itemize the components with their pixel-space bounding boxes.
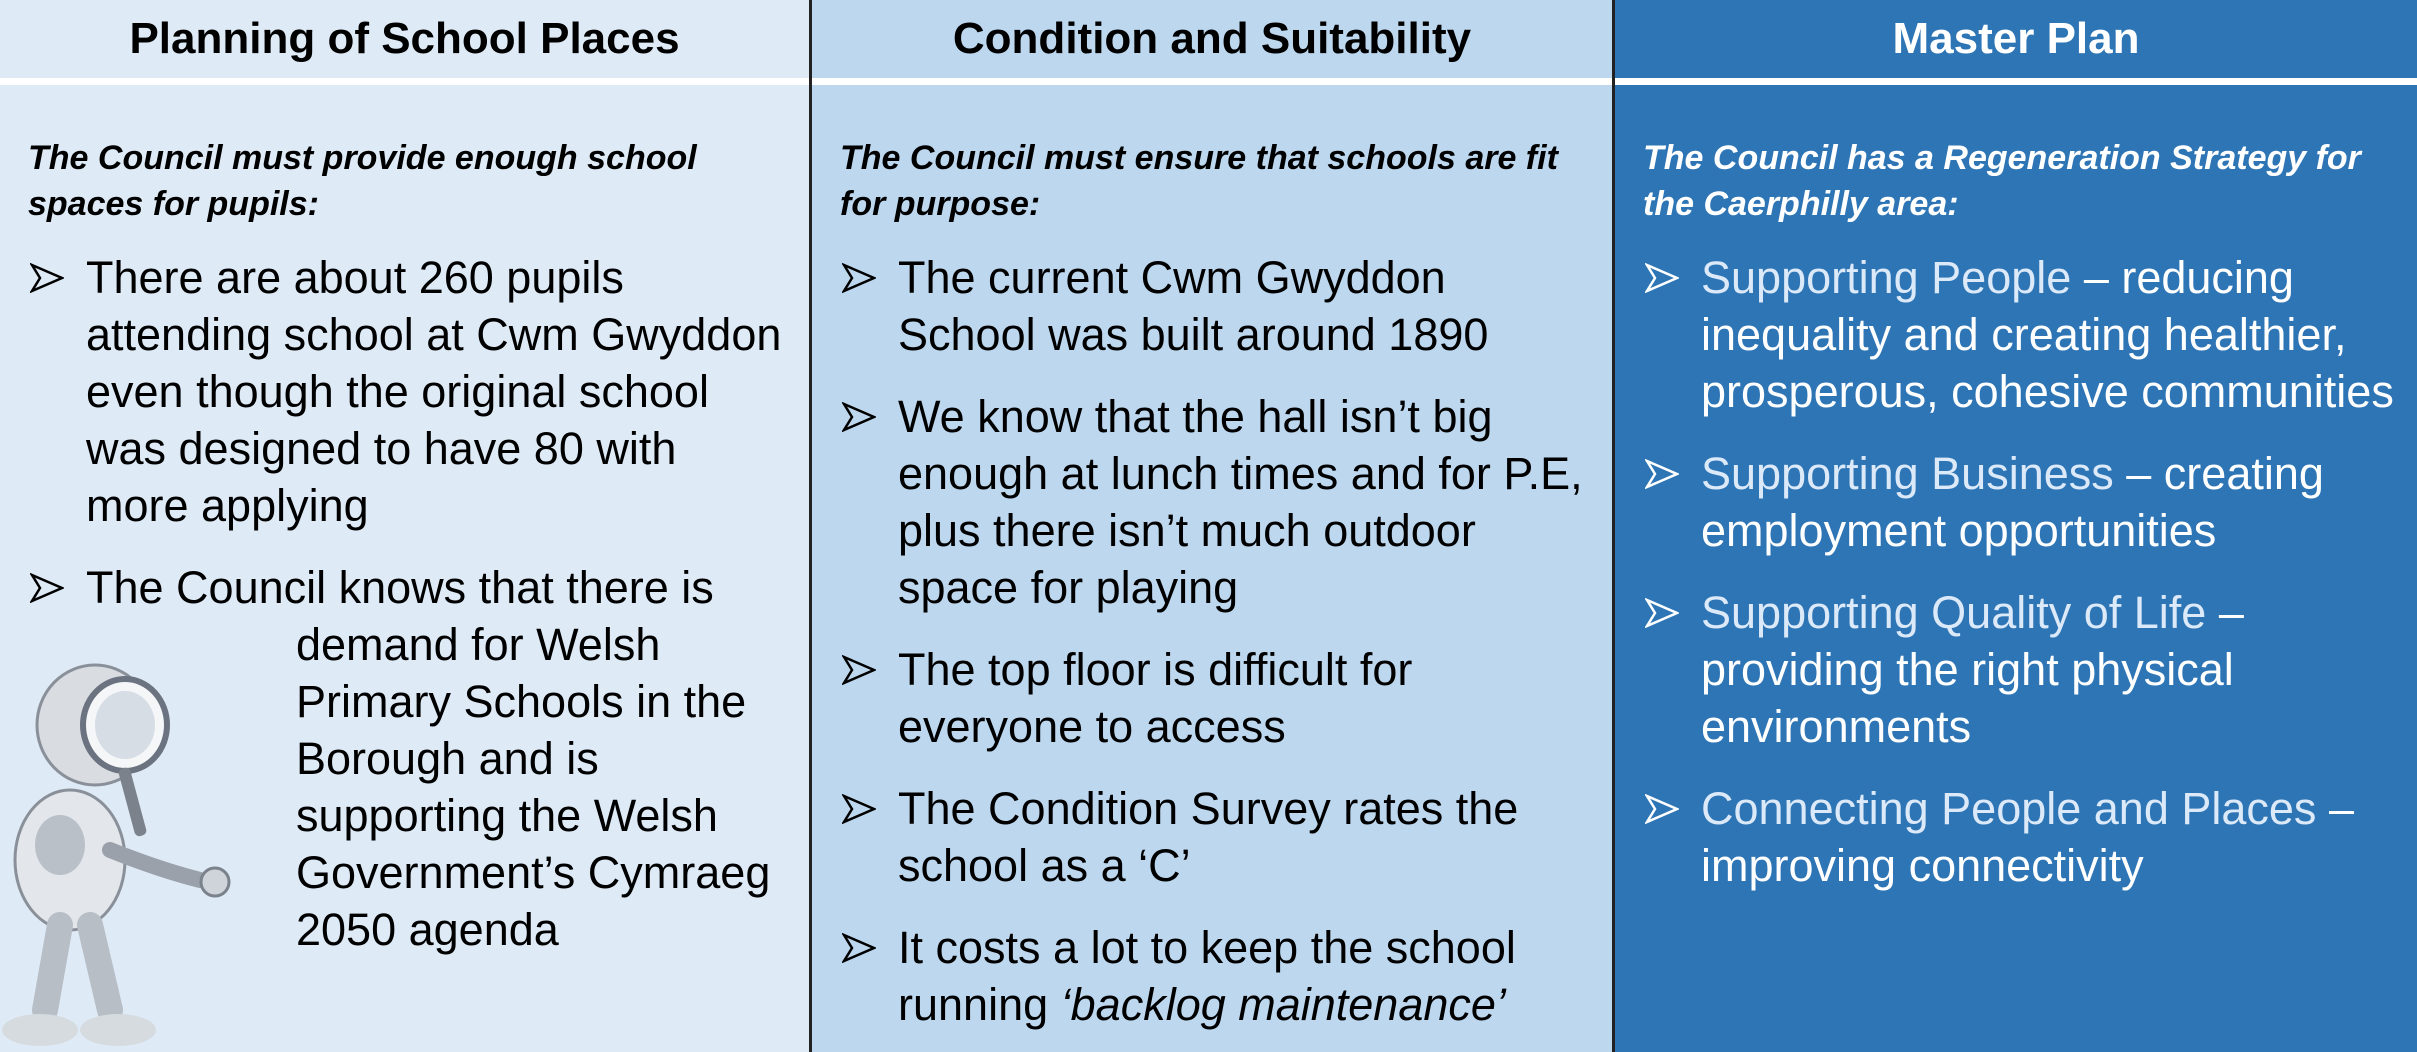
bullet-item: Supporting Quality of Life – providing t… (1643, 584, 2395, 755)
bullet-label: Connecting People and Places (1701, 783, 2316, 834)
bullet-item: Connecting People and Places – improving… (1643, 780, 2395, 894)
bullet-arrow (842, 402, 876, 432)
bullet-item: The current Cwm Gwyddon School was built… (840, 249, 1590, 363)
bullet-text: We know that the hall isn’t big enough a… (898, 391, 1583, 613)
bullet-arrow (842, 933, 876, 963)
intro: The Council has a Regeneration Strategy … (1643, 135, 2395, 227)
page: Planning of School Places The Council mus… (0, 0, 2417, 1052)
bullet-arrow (1645, 794, 1679, 824)
intro: The Council must ensure that schools are… (840, 135, 1590, 227)
bullet-item: The top floor is difficult for everyone … (840, 641, 1590, 755)
bullet-arrow (1645, 459, 1679, 489)
bullet-item: We know that the hall isn’t big enough a… (840, 388, 1590, 616)
intro: The Council must provide enough school s… (28, 135, 787, 227)
bullet-arrow (842, 794, 876, 824)
bullet-list: Supporting People – reducing inequality … (1643, 249, 2395, 894)
bullet-arrow (30, 263, 64, 293)
column-title: Planning of School Places (0, 0, 809, 78)
column: Master Plan The Council has a Regeneratio… (1615, 0, 2417, 1052)
column: Condition and Suitability The Council mus… (812, 0, 1612, 1052)
bullet-item: There are about 260 pupils attending sch… (28, 249, 787, 534)
column-body: The Council must ensure that schools are… (812, 85, 1612, 1052)
column-title: Master Plan (1615, 0, 2417, 78)
bullet-item: Supporting People – reducing inequality … (1643, 249, 2395, 420)
bullet-label: Supporting Business (1701, 448, 2114, 499)
bullet-arrow (1645, 263, 1679, 293)
bullet-arrow (842, 263, 876, 293)
divider (1612, 0, 1615, 1052)
bullet-label: Supporting Quality of Life (1701, 587, 2206, 638)
bullet-arrow (842, 655, 876, 685)
bullet-text: The top floor is difficult for everyone … (898, 644, 1412, 752)
column-body: The Council has a Regeneration Strategy … (1615, 85, 2417, 1052)
bullet-arrow (30, 573, 64, 603)
bullet-label: Supporting People (1701, 252, 2071, 303)
bullet-item: The Condition Survey rates the school as… (840, 780, 1590, 894)
robot-illustration (0, 630, 280, 1052)
divider (809, 0, 812, 1052)
bullet-arrow (1645, 598, 1679, 628)
bullet-text: The current Cwm Gwyddon School was built… (898, 252, 1488, 360)
bullet-text: The Condition Survey rates the school as… (898, 783, 1518, 891)
bullet-text: There are about 260 pupils attending sch… (86, 252, 781, 531)
bullet-list: The current Cwm Gwyddon School was built… (840, 249, 1590, 1033)
bullet-item: It costs a lot to keep the school runnin… (840, 919, 1590, 1033)
column-title: Condition and Suitability (812, 0, 1612, 78)
bullet-item: Supporting Business – creating employmen… (1643, 445, 2395, 559)
bullet-emphasis: ‘backlog maintenance’ (1061, 979, 1506, 1030)
